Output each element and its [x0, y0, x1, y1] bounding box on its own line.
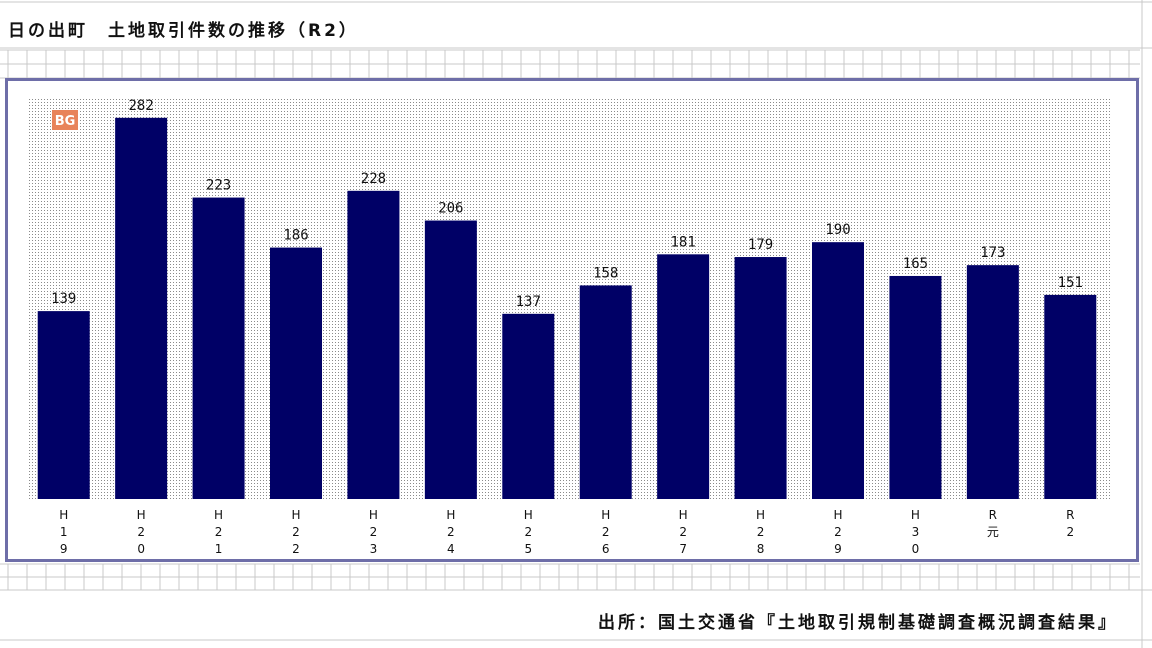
value-label: 179 [748, 237, 773, 253]
bar-series [37, 117, 1097, 500]
value-label: 137 [516, 294, 541, 310]
category-label: 1 [215, 542, 223, 556]
category-label: H [369, 508, 378, 522]
bar [37, 311, 90, 499]
category-label: H [756, 508, 765, 522]
category-label: 2 [137, 525, 145, 539]
category-label: H [137, 508, 146, 522]
value-label: 223 [206, 178, 231, 194]
plot-area [27, 99, 1111, 499]
category-label: 2 [1066, 525, 1074, 539]
value-label: 228 [361, 171, 386, 187]
category-label: H [446, 508, 455, 522]
category-label: 0 [912, 542, 920, 556]
value-label: 181 [670, 234, 695, 250]
bar [115, 117, 168, 500]
bar [424, 220, 477, 499]
chart-frame: BG 139 282 223 186 228 206 137 158 181 179 190 165 1… [5, 78, 1139, 562]
bar [270, 247, 322, 499]
category-label: 3 [912, 525, 920, 539]
category-label: H [214, 508, 223, 522]
value-label: 151 [1058, 275, 1083, 291]
category-label: H [911, 508, 920, 522]
bar [812, 242, 864, 499]
badge-text: BG [55, 114, 76, 129]
value-label: 139 [51, 291, 76, 307]
category-label: 2 [757, 525, 765, 539]
bar [889, 275, 942, 499]
category-label: 元 [987, 525, 999, 539]
bar [347, 190, 400, 500]
category-label: H [291, 508, 300, 522]
category-label: 9 [60, 542, 68, 556]
bar [1044, 294, 1097, 499]
category-label: H [59, 508, 68, 522]
bar [966, 265, 1019, 499]
value-label: 206 [438, 201, 463, 217]
category-label: 5 [524, 542, 532, 556]
category-label: 1 [60, 525, 68, 539]
category-label: 2 [370, 525, 378, 539]
category-label: 0 [137, 542, 145, 556]
category-label: 6 [602, 542, 610, 556]
category-label: 2 [215, 525, 223, 539]
bar [192, 197, 245, 499]
category-label: 2 [602, 525, 610, 539]
category-label: 2 [679, 525, 687, 539]
category-label: H [679, 508, 688, 522]
badge-icon: BG [52, 110, 78, 130]
category-label: R [989, 508, 997, 522]
category-label: 8 [757, 542, 765, 556]
category-label: 2 [834, 525, 842, 539]
bar [579, 285, 632, 499]
value-label: 186 [283, 228, 308, 244]
category-label: 4 [447, 542, 455, 556]
value-label: 173 [980, 245, 1005, 261]
value-label: 282 [128, 98, 153, 114]
category-label: 2 [292, 542, 300, 556]
category-label: 2 [292, 525, 300, 539]
category-label: 2 [524, 525, 532, 539]
category-label: H [833, 508, 842, 522]
bar [502, 313, 555, 499]
category-label: 7 [679, 542, 687, 556]
source-note: 出所：国土交通省『土地取引規制基礎調査概況調査結果』 [598, 613, 1118, 633]
value-label: 190 [825, 222, 850, 238]
category-label: H [601, 508, 610, 522]
category-label: R [1066, 508, 1074, 522]
category-label: 3 [370, 542, 378, 556]
value-label: 165 [903, 256, 928, 272]
value-labels: 139 282 223 186 228 206 137 158 181 179 190 165 173 1… [51, 98, 1083, 310]
bar [734, 257, 787, 499]
value-label: 158 [593, 265, 618, 281]
chart-title: 日の出町 土地取引件数の推移（R2） [8, 21, 359, 41]
category-label: 2 [447, 525, 455, 539]
bar [657, 254, 710, 499]
category-label: H [524, 508, 533, 522]
category-label: 9 [834, 542, 842, 556]
